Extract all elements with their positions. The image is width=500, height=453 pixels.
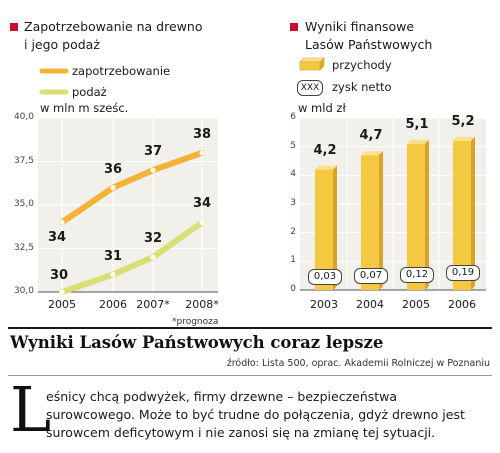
x-tick-label: 2008*: [185, 298, 219, 311]
data-point: [59, 219, 65, 225]
y-tick-label: 5: [290, 140, 296, 151]
y-tick-label: 6: [290, 112, 296, 122]
bar-revenue: [361, 151, 383, 290]
x-tick-label: 2004: [356, 298, 384, 311]
y-tick-label: 40,0: [13, 112, 34, 122]
x-tick-label: 2005: [48, 298, 76, 311]
profit-value-box: 0,03: [308, 269, 342, 286]
left-chart-title-2: i jego podaż: [24, 37, 100, 52]
profit-value-box: 0,07: [354, 267, 388, 284]
profit-value-box: 0,19: [446, 264, 480, 281]
x-tick-label: 2003: [310, 298, 338, 311]
revenue-value-label: 5,2: [451, 113, 475, 129]
series-line-0: [59, 149, 205, 226]
right-chart-title-2: Lasów Państwowych: [305, 37, 433, 52]
bar-revenue: [407, 139, 429, 290]
footnote: *prognoza: [172, 317, 219, 327]
body-line-1: eśnicy chcą podwyżek, firmy drzewne – be…: [46, 389, 398, 404]
data-label: 32: [143, 231, 163, 247]
headline-rule: [8, 327, 492, 329]
profit-value-box: 0,12: [400, 266, 434, 283]
y-tick-label: 2: [290, 226, 296, 237]
bar-revenue: [453, 136, 475, 290]
left-unit-label: w mln m sześc.: [40, 101, 129, 115]
dropcap: L: [10, 373, 52, 446]
revenue-value-label: 5,1: [405, 116, 429, 132]
legend-demand-label: zapotrzebowanie: [72, 64, 171, 78]
data-point: [199, 150, 205, 156]
data-label: 30: [49, 268, 69, 283]
data-point: [150, 254, 156, 260]
x-tick-label: 2007*: [136, 298, 170, 311]
body-line-3: surowcem deficytowym i nie zanosi się na…: [46, 425, 436, 440]
y-tick-label: 35,0: [13, 199, 34, 209]
data-point: [150, 167, 156, 173]
source-note: źródło: Lista 500, oprac. Akademii Rolni…: [226, 358, 490, 369]
revenue-value-label: 4,7: [359, 128, 383, 144]
data-label: 34: [192, 196, 212, 212]
data-label: 31: [103, 248, 123, 264]
y-tick-label: 32,5: [13, 242, 34, 253]
y-tick-label: 37,5: [13, 155, 34, 166]
y-tick-label: 30,0: [13, 286, 34, 296]
y-tick-label: 1: [290, 255, 296, 266]
legend-revenue-label: przychody: [332, 58, 392, 72]
data-label: 36: [103, 161, 123, 177]
data-label: 38: [192, 126, 212, 142]
legend-revenue-swatch: [299, 57, 325, 71]
x-tick-label: 2006: [99, 298, 127, 311]
left-title-marker: [10, 23, 18, 31]
y-tick-label: 0: [290, 284, 296, 294]
right-title-marker: [290, 23, 298, 31]
bar-revenue: [315, 165, 337, 290]
legend-supply-label: podaż: [72, 85, 107, 99]
data-label: 34: [47, 230, 67, 246]
data-point: [199, 219, 205, 225]
data-point: [110, 185, 116, 191]
legend-profit-box: XXX: [297, 80, 323, 96]
left-chart-title-1: Zapotrzebowanie na drewno: [24, 19, 203, 34]
data-label: 37: [143, 144, 163, 160]
y-tick-label: 3: [290, 198, 296, 208]
body-line-2: surowcowego. Może to być trudne do połąc…: [46, 407, 465, 422]
data-point: [59, 289, 65, 295]
right-unit-label: w mld zł: [298, 101, 346, 115]
legend-profit-label: zysk netto: [332, 80, 392, 94]
data-point: [110, 272, 116, 278]
headline: Wyniki Lasów Państwowych coraz lepsze: [10, 333, 384, 352]
x-tick-label: 2005: [402, 298, 430, 311]
right-chart-title-1: Wyniki finansowe: [305, 19, 415, 34]
series-line-1: [59, 219, 205, 295]
body-rule: [8, 375, 492, 376]
x-tick-label: 2006: [448, 298, 476, 311]
y-tick-label: 4: [290, 169, 296, 180]
revenue-value-label: 4,2: [313, 142, 337, 158]
